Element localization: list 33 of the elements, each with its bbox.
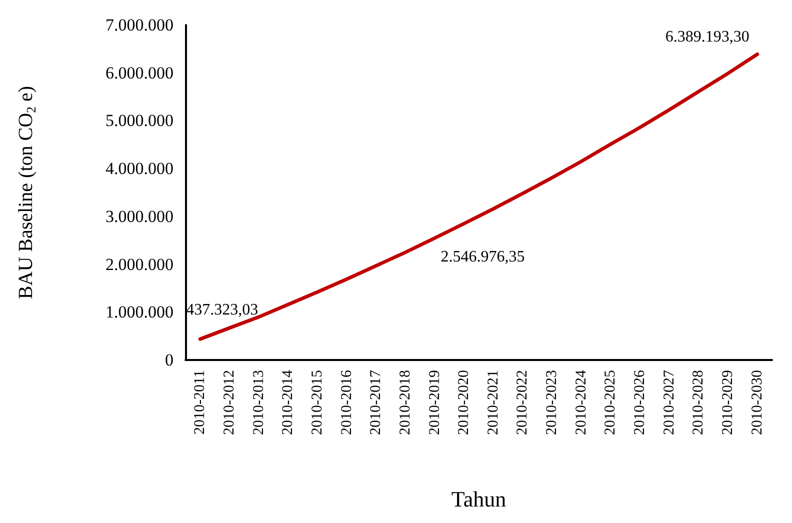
x-tick-label: 2010-2014 <box>280 370 296 435</box>
x-tick-label: 2010-2016 <box>338 370 355 435</box>
data-label: 6.389.193,30 <box>665 28 750 46</box>
x-tick-label: 2010-2025 <box>602 370 619 435</box>
y-tick-label: 1.000.000 <box>106 302 174 322</box>
y-tick-label: 5.000.000 <box>106 111 174 130</box>
x-tick-label: 2010-2026 <box>632 370 648 435</box>
x-tick-label: 2010-2015 <box>309 370 326 435</box>
x-tick-label: 2010-2024 <box>573 370 590 435</box>
x-tick-label: 2010-2021 <box>485 370 502 435</box>
y-tick-label: 2.000.000 <box>106 254 174 274</box>
x-tick-label: 2010-2017 <box>368 370 384 435</box>
x-tick-label: 2010-2030 <box>749 370 766 435</box>
x-tick-label: 2010-2012 <box>221 370 238 435</box>
x-tick-label: 2010-2022 <box>514 370 531 435</box>
x-tick-label: 2010-2029 <box>720 370 736 435</box>
y-tick-label: 0 <box>165 350 174 370</box>
x-tick-label: 2010-2019 <box>426 370 443 435</box>
x-tick-label: 2010-2020 <box>456 370 472 435</box>
x-tick-label: 2010-2023 <box>544 370 560 435</box>
x-tick-label: 2010-2011 <box>192 370 208 434</box>
y-tick-label: 7.000.000 <box>106 16 174 34</box>
x-tick-label: 2010-2028 <box>690 370 707 435</box>
y-tick-label: 6.000.000 <box>106 63 174 82</box>
y-axis-title: BAU Baseline (ton CO2 e) <box>15 86 38 300</box>
y-tick-label: 4.000.000 <box>106 159 174 178</box>
x-tick-label: 2010-2018 <box>397 370 414 435</box>
data-label: 2.546.976,35 <box>440 248 525 266</box>
y-tick-label: 3.000.000 <box>106 206 174 226</box>
x-tick-label: 2010-2027 <box>661 370 678 435</box>
x-axis-title: Tahun <box>451 486 506 512</box>
x-tick-label: 2010-2013 <box>250 370 267 435</box>
data-label: 437.323,03 <box>186 302 258 319</box>
